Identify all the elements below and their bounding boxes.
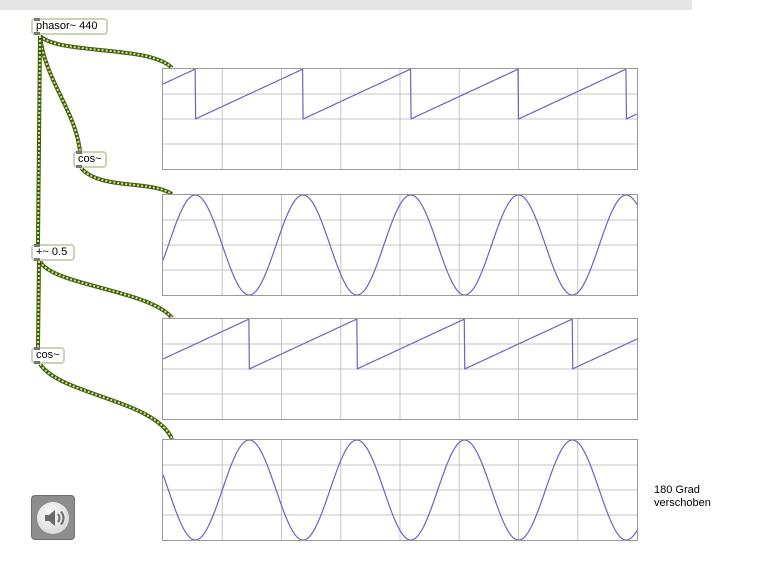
cos-top-inlet[interactable] xyxy=(76,151,82,154)
cos-bottom-outlet[interactable] xyxy=(34,361,40,364)
shifted-cos-scope[interactable] xyxy=(162,439,638,541)
waveform-trace xyxy=(163,195,637,295)
cord-add-to-cos-highlight xyxy=(37,260,40,348)
cord-cos-to-scope4[interactable] xyxy=(38,362,174,440)
cos-bottom-label: cos~ xyxy=(36,349,60,361)
cord-phasor-to-cos-highlight xyxy=(39,35,81,152)
dac-speaker-button[interactable] xyxy=(31,495,75,540)
phase-shift-comment: 180 Grad verschoben xyxy=(654,484,711,509)
cord-cos-to-scope2-highlight xyxy=(80,167,173,195)
cord-phasor-to-add[interactable] xyxy=(36,35,42,245)
shifted-phasor-scope-plot xyxy=(163,319,637,419)
cord-cos-to-scope4-highlight xyxy=(39,363,173,440)
add-inlet[interactable] xyxy=(34,244,40,247)
cord-phasor-to-cos[interactable] xyxy=(38,35,82,152)
waveform-trace xyxy=(163,319,637,370)
cos-object-bottom[interactable]: cos~ xyxy=(31,347,65,364)
window-title-bar xyxy=(0,0,692,10)
shifted-cos-scope-plot xyxy=(163,440,637,540)
cord-add-to-scope3[interactable] xyxy=(38,259,174,320)
add-object[interactable]: +~ 0.5 xyxy=(31,244,75,261)
cos-top-outlet[interactable] xyxy=(76,165,82,168)
phasor-inlet[interactable] xyxy=(34,18,40,21)
cos-object-top[interactable]: cos~ xyxy=(73,151,107,168)
phasor-scope-plot xyxy=(163,69,637,169)
cord-add-to-cos[interactable] xyxy=(36,260,41,348)
cos-bottom-inlet[interactable] xyxy=(34,347,40,350)
phasor-object[interactable]: phasor~ 440 xyxy=(31,18,108,35)
cord-phasor-to-scope1-highlight xyxy=(39,35,173,69)
add-object-label: +~ 0.5 xyxy=(36,246,68,258)
add-outlet[interactable] xyxy=(34,258,40,261)
cos-scope[interactable] xyxy=(162,194,638,296)
waveform-trace xyxy=(163,69,637,120)
cos-scope-plot xyxy=(163,195,637,295)
cos-top-label: cos~ xyxy=(78,153,102,165)
cord-cos-to-scope2[interactable] xyxy=(79,166,174,196)
shifted-phasor-scope[interactable] xyxy=(162,318,638,420)
cord-phasor-to-add-highlight xyxy=(37,35,41,245)
phasor-scope[interactable] xyxy=(162,68,638,170)
waveform-trace xyxy=(163,440,637,540)
phasor-outlet[interactable] xyxy=(34,32,40,35)
cord-phasor-to-scope1[interactable] xyxy=(38,34,174,70)
patch-cord-layer xyxy=(36,34,174,440)
cord-add-to-scope3-highlight xyxy=(39,260,173,319)
speaker-volume-icon xyxy=(37,502,69,534)
phasor-object-label: phasor~ 440 xyxy=(36,20,98,32)
